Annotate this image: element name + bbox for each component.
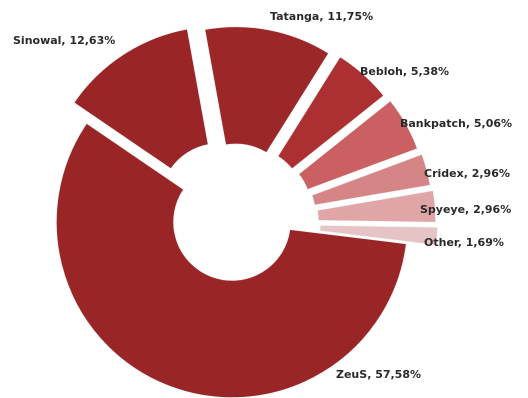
label-bankpatch: Bankpatch, 5,06% (400, 117, 512, 130)
slice-shade-zeus (56, 122, 407, 398)
slices-group (55, 25, 439, 398)
label-other: Other, 1,69% (424, 236, 504, 249)
slice-shade-cridex (311, 153, 431, 206)
slice-shade-other (319, 224, 438, 246)
slice-tatanga (203, 25, 331, 155)
slice-shade-bebloh (277, 56, 385, 170)
slice-shade-bankpatch (298, 100, 418, 190)
label-sinowal: Sinowal, 12,63% (13, 34, 115, 47)
slice-shade-spyeye (317, 190, 436, 223)
slice-other (318, 224, 439, 247)
label-zeus: ZeuS, 57,58% (336, 368, 421, 381)
slice-zeus (55, 121, 408, 398)
label-cridex: Cridex, 2,96% (424, 167, 510, 180)
slice-spyeye (316, 189, 437, 224)
slice-sinowal (72, 27, 210, 171)
slice-bebloh (276, 55, 386, 171)
slice-shade-sinowal (73, 28, 209, 170)
label-bebloh: Bebloh, 5,38% (360, 65, 449, 78)
label-spyeye: Spyeye, 2,96% (420, 203, 511, 216)
slice-bankpatch (297, 99, 419, 191)
slice-shade-tatanga (204, 26, 330, 154)
label-tatanga: Tatanga, 11,75% (270, 10, 373, 23)
labels-group: ZeuS, 57,58% Sinowal, 12,63% Tatanga, 11,7… (13, 10, 512, 381)
slice-cridex (310, 152, 432, 207)
